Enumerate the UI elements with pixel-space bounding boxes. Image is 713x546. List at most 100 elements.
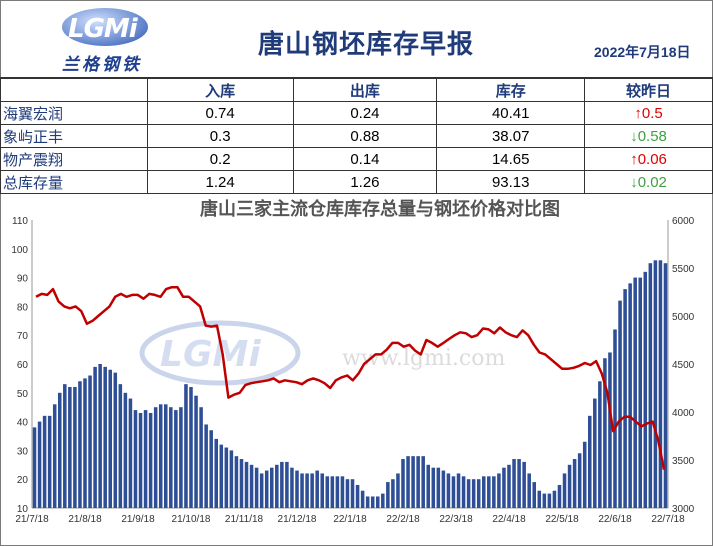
col-header-change: 较昨日 bbox=[584, 78, 713, 102]
inventory-bar bbox=[421, 456, 425, 508]
inventory-bar bbox=[451, 476, 456, 508]
inventory-bar bbox=[512, 459, 516, 508]
row-name: 总库存量 bbox=[0, 170, 148, 194]
page-title: 唐山钢坯库存早报 bbox=[258, 30, 475, 60]
inventory-bar bbox=[163, 404, 168, 508]
stock-table: 入库 出库 库存 较昨日 海翼宏润 0.74 0.24 40.41 ↑0.5 象屿正丰 0.… bbox=[0, 78, 713, 194]
row-name: 象屿正丰 bbox=[0, 124, 148, 148]
inventory-bar bbox=[416, 456, 420, 508]
inventory-bar bbox=[406, 456, 410, 508]
inventory-bar bbox=[492, 476, 496, 508]
inventory-bar bbox=[613, 329, 617, 508]
inventory-bar bbox=[582, 441, 587, 508]
inventory-bar bbox=[623, 289, 627, 508]
inventory-bar bbox=[275, 464, 279, 508]
row-stock-value: 38.07 bbox=[436, 124, 586, 148]
row-in-value: 0.3 bbox=[146, 124, 294, 148]
inventory-price-chart: 唐山三家主流仓库库存总量与钢坯价格对比图 LGMi www.lgmi.com 10 20… bbox=[11, 198, 695, 525]
inventory-bar bbox=[487, 476, 491, 508]
inventory-bar bbox=[78, 381, 82, 508]
inventory-bar bbox=[158, 404, 163, 508]
inventory-bar bbox=[280, 461, 284, 508]
inventory-bar bbox=[204, 424, 208, 508]
y-left-tick-label: 90 bbox=[17, 274, 29, 285]
inventory-bar bbox=[537, 490, 542, 508]
inventory-bar bbox=[310, 473, 314, 508]
inventory-bar bbox=[340, 476, 345, 508]
inventory-bar bbox=[552, 490, 557, 508]
inventory-bar bbox=[244, 461, 249, 508]
report-date: 2022年7月18日 bbox=[594, 44, 691, 60]
col-header-in: 入库 bbox=[146, 78, 294, 102]
inventory-bar bbox=[436, 467, 441, 508]
inventory-bar bbox=[113, 372, 118, 508]
price-line bbox=[35, 285, 666, 470]
inventory-bar bbox=[315, 470, 319, 508]
x-tick-label: 21/7/18 bbox=[15, 514, 49, 525]
row-out-value: 1.26 bbox=[292, 170, 438, 194]
inventory-bar bbox=[431, 467, 436, 508]
y-right-tick-label: 3500 bbox=[672, 456, 695, 467]
inventory-bar bbox=[249, 464, 254, 508]
row-change-value: ↑0.5 bbox=[584, 101, 713, 125]
inventory-bar bbox=[234, 456, 239, 508]
inventory-bar bbox=[643, 271, 648, 508]
inventory-bar bbox=[476, 479, 481, 508]
table-row: 总库存量 1.24 1.26 93.13 ↓0.02 bbox=[0, 170, 713, 194]
inventory-bar bbox=[52, 404, 57, 508]
inventory-bar bbox=[481, 476, 486, 508]
inventory-bar bbox=[411, 456, 415, 508]
x-tick-label: 21/10/18 bbox=[172, 514, 211, 525]
y-right-tick-label: 3000 bbox=[672, 504, 695, 515]
inventory-bar bbox=[507, 464, 511, 508]
y-right-tick-label: 4500 bbox=[672, 360, 695, 371]
inventory-bar bbox=[456, 473, 461, 508]
inventory-bar bbox=[143, 410, 148, 508]
inventory-bar bbox=[598, 381, 602, 508]
row-out-value: 0.24 bbox=[292, 101, 438, 125]
table-header-row: 入库 出库 库存 较昨日 bbox=[0, 78, 713, 102]
inventory-bar bbox=[239, 459, 244, 508]
inventory-bar bbox=[522, 461, 526, 508]
inventory-bar bbox=[269, 467, 274, 508]
inventory-bar bbox=[391, 479, 395, 508]
inventory-bar bbox=[32, 427, 37, 508]
y-left-tick-label: 20 bbox=[17, 475, 29, 486]
inventory-bar bbox=[224, 447, 229, 508]
inventory-bar bbox=[527, 473, 531, 508]
inventory-bar bbox=[502, 467, 506, 508]
inventory-bar bbox=[497, 473, 501, 508]
inventory-bar bbox=[254, 467, 259, 508]
lgmi-logo: LGMi 兰格钢铁 bbox=[62, 8, 172, 75]
inventory-bar bbox=[153, 407, 158, 508]
x-tick-label: 22/7/18 bbox=[651, 514, 685, 525]
inventory-bar bbox=[63, 384, 67, 508]
x-tick-label: 22/3/18 bbox=[439, 514, 473, 525]
inventory-bar bbox=[593, 398, 597, 508]
inventory-bar bbox=[557, 484, 562, 508]
inventory-bar bbox=[648, 263, 653, 508]
inventory-bar bbox=[93, 366, 97, 508]
inventory-bar bbox=[638, 277, 643, 508]
row-in-value: 0.74 bbox=[146, 101, 294, 125]
inventory-bar bbox=[209, 430, 213, 508]
inventory-bar bbox=[169, 407, 173, 508]
col-header-out: 出库 bbox=[292, 78, 438, 102]
inventory-bar bbox=[57, 392, 62, 508]
row-out-value: 0.88 bbox=[292, 124, 438, 148]
inventory-bar bbox=[83, 378, 87, 508]
chart-title: 唐山三家主流仓库库存总量与钢坯价格对比图 bbox=[200, 198, 560, 220]
inventory-bar bbox=[108, 369, 113, 508]
inventory-bar bbox=[295, 470, 299, 508]
inventory-bar bbox=[148, 412, 153, 508]
inventory-bar bbox=[658, 260, 663, 508]
inventory-bar bbox=[68, 387, 72, 508]
y-left-tick-label: 100 bbox=[11, 245, 28, 256]
inventory-bar bbox=[259, 473, 264, 508]
inventory-bar bbox=[386, 482, 390, 508]
inventory-bar bbox=[300, 473, 304, 508]
inventory-bar bbox=[350, 479, 355, 508]
x-tick-label: 22/4/18 bbox=[492, 514, 526, 525]
logo-text: LGMi bbox=[68, 14, 138, 44]
row-out-value: 0.14 bbox=[292, 147, 438, 171]
